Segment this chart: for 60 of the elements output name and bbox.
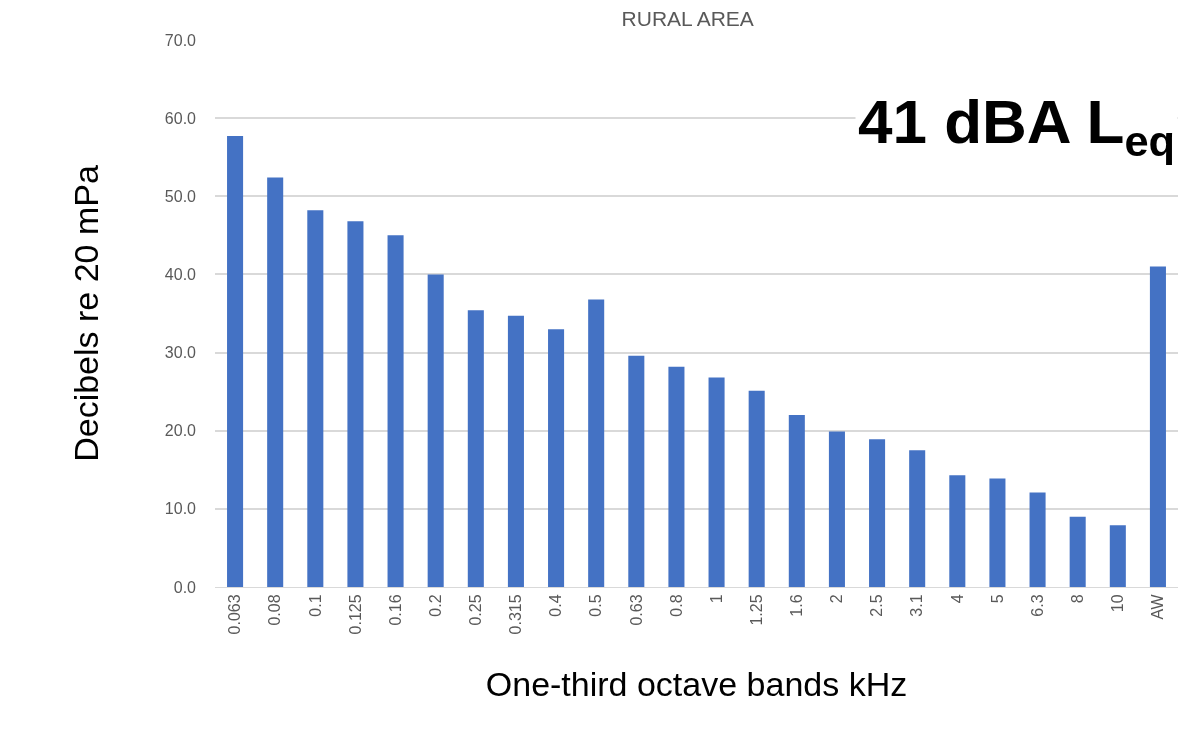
y-tick-label: 70.0 xyxy=(164,31,197,49)
y-tick-label: 50.0 xyxy=(164,187,197,205)
bar xyxy=(869,439,886,587)
x-tick-label: 1 xyxy=(707,594,725,604)
y-axis-title: Decibels re 20 mPa xyxy=(67,165,106,462)
annotation: 41 dBA L$_{eq}$ xyxy=(858,87,1176,166)
x-tick-label: 2.5 xyxy=(868,594,886,617)
bar xyxy=(909,450,926,587)
bar xyxy=(628,355,645,587)
bar xyxy=(507,315,524,587)
x-tick-label: 1.6 xyxy=(788,594,806,617)
x-tick-label: 0.08 xyxy=(266,594,284,626)
y-tick-label: 40.0 xyxy=(164,266,197,284)
x-tick-label: 6.3 xyxy=(1028,594,1046,617)
bar xyxy=(668,366,685,587)
x-tick-label: 0.1 xyxy=(306,594,324,617)
bar xyxy=(548,329,565,587)
x-tick-label: 1.25 xyxy=(747,594,765,626)
x-tick-label: AW xyxy=(1149,593,1167,620)
x-tick-label: 0.8 xyxy=(667,594,685,617)
bar xyxy=(748,390,765,587)
x-tick-label: 0.2 xyxy=(426,594,444,617)
x-tick-label: 5 xyxy=(988,594,1006,604)
x-tick-label: 0.25 xyxy=(467,594,485,626)
x-tick-label: 0.4 xyxy=(547,594,565,617)
bar xyxy=(1109,525,1126,587)
bar xyxy=(1029,492,1046,587)
x-axis-title: One-third octave bands kHz xyxy=(485,664,908,703)
bar xyxy=(267,177,284,587)
x-tick-label: 2 xyxy=(828,594,846,604)
bar xyxy=(1149,266,1166,587)
bar xyxy=(588,299,605,587)
bar xyxy=(307,210,324,587)
bar xyxy=(387,235,404,587)
y-tick-label: 20.0 xyxy=(164,422,197,440)
x-tick-label: 4 xyxy=(948,594,966,604)
x-tick-label: 3.1 xyxy=(908,594,926,617)
bar xyxy=(427,274,444,587)
bar xyxy=(1069,516,1086,587)
x-tick-label: 0.5 xyxy=(587,594,605,617)
bar xyxy=(828,431,845,587)
bar xyxy=(989,478,1006,587)
x-tick-label: 0.063 xyxy=(226,594,244,635)
y-tick-label: 30.0 xyxy=(164,344,197,362)
x-tick-label: 8 xyxy=(1068,594,1086,604)
bar xyxy=(708,377,725,587)
bar xyxy=(227,136,244,587)
bar xyxy=(467,310,484,587)
y-tick-label: 10.0 xyxy=(164,500,197,518)
chart-title: RURAL AREA xyxy=(621,6,754,30)
y-tick-label: 0.0 xyxy=(173,578,197,596)
x-tick-label: 0.315 xyxy=(507,594,525,635)
bar xyxy=(949,475,966,587)
x-tick-label: 0.16 xyxy=(386,594,404,626)
bar xyxy=(347,221,364,587)
x-tick-label: 0.125 xyxy=(346,594,364,635)
x-tick-label: 0.63 xyxy=(627,594,645,626)
x-tick-label: 10 xyxy=(1109,594,1127,613)
y-tick-label: 60.0 xyxy=(164,109,197,127)
bar xyxy=(788,415,805,587)
